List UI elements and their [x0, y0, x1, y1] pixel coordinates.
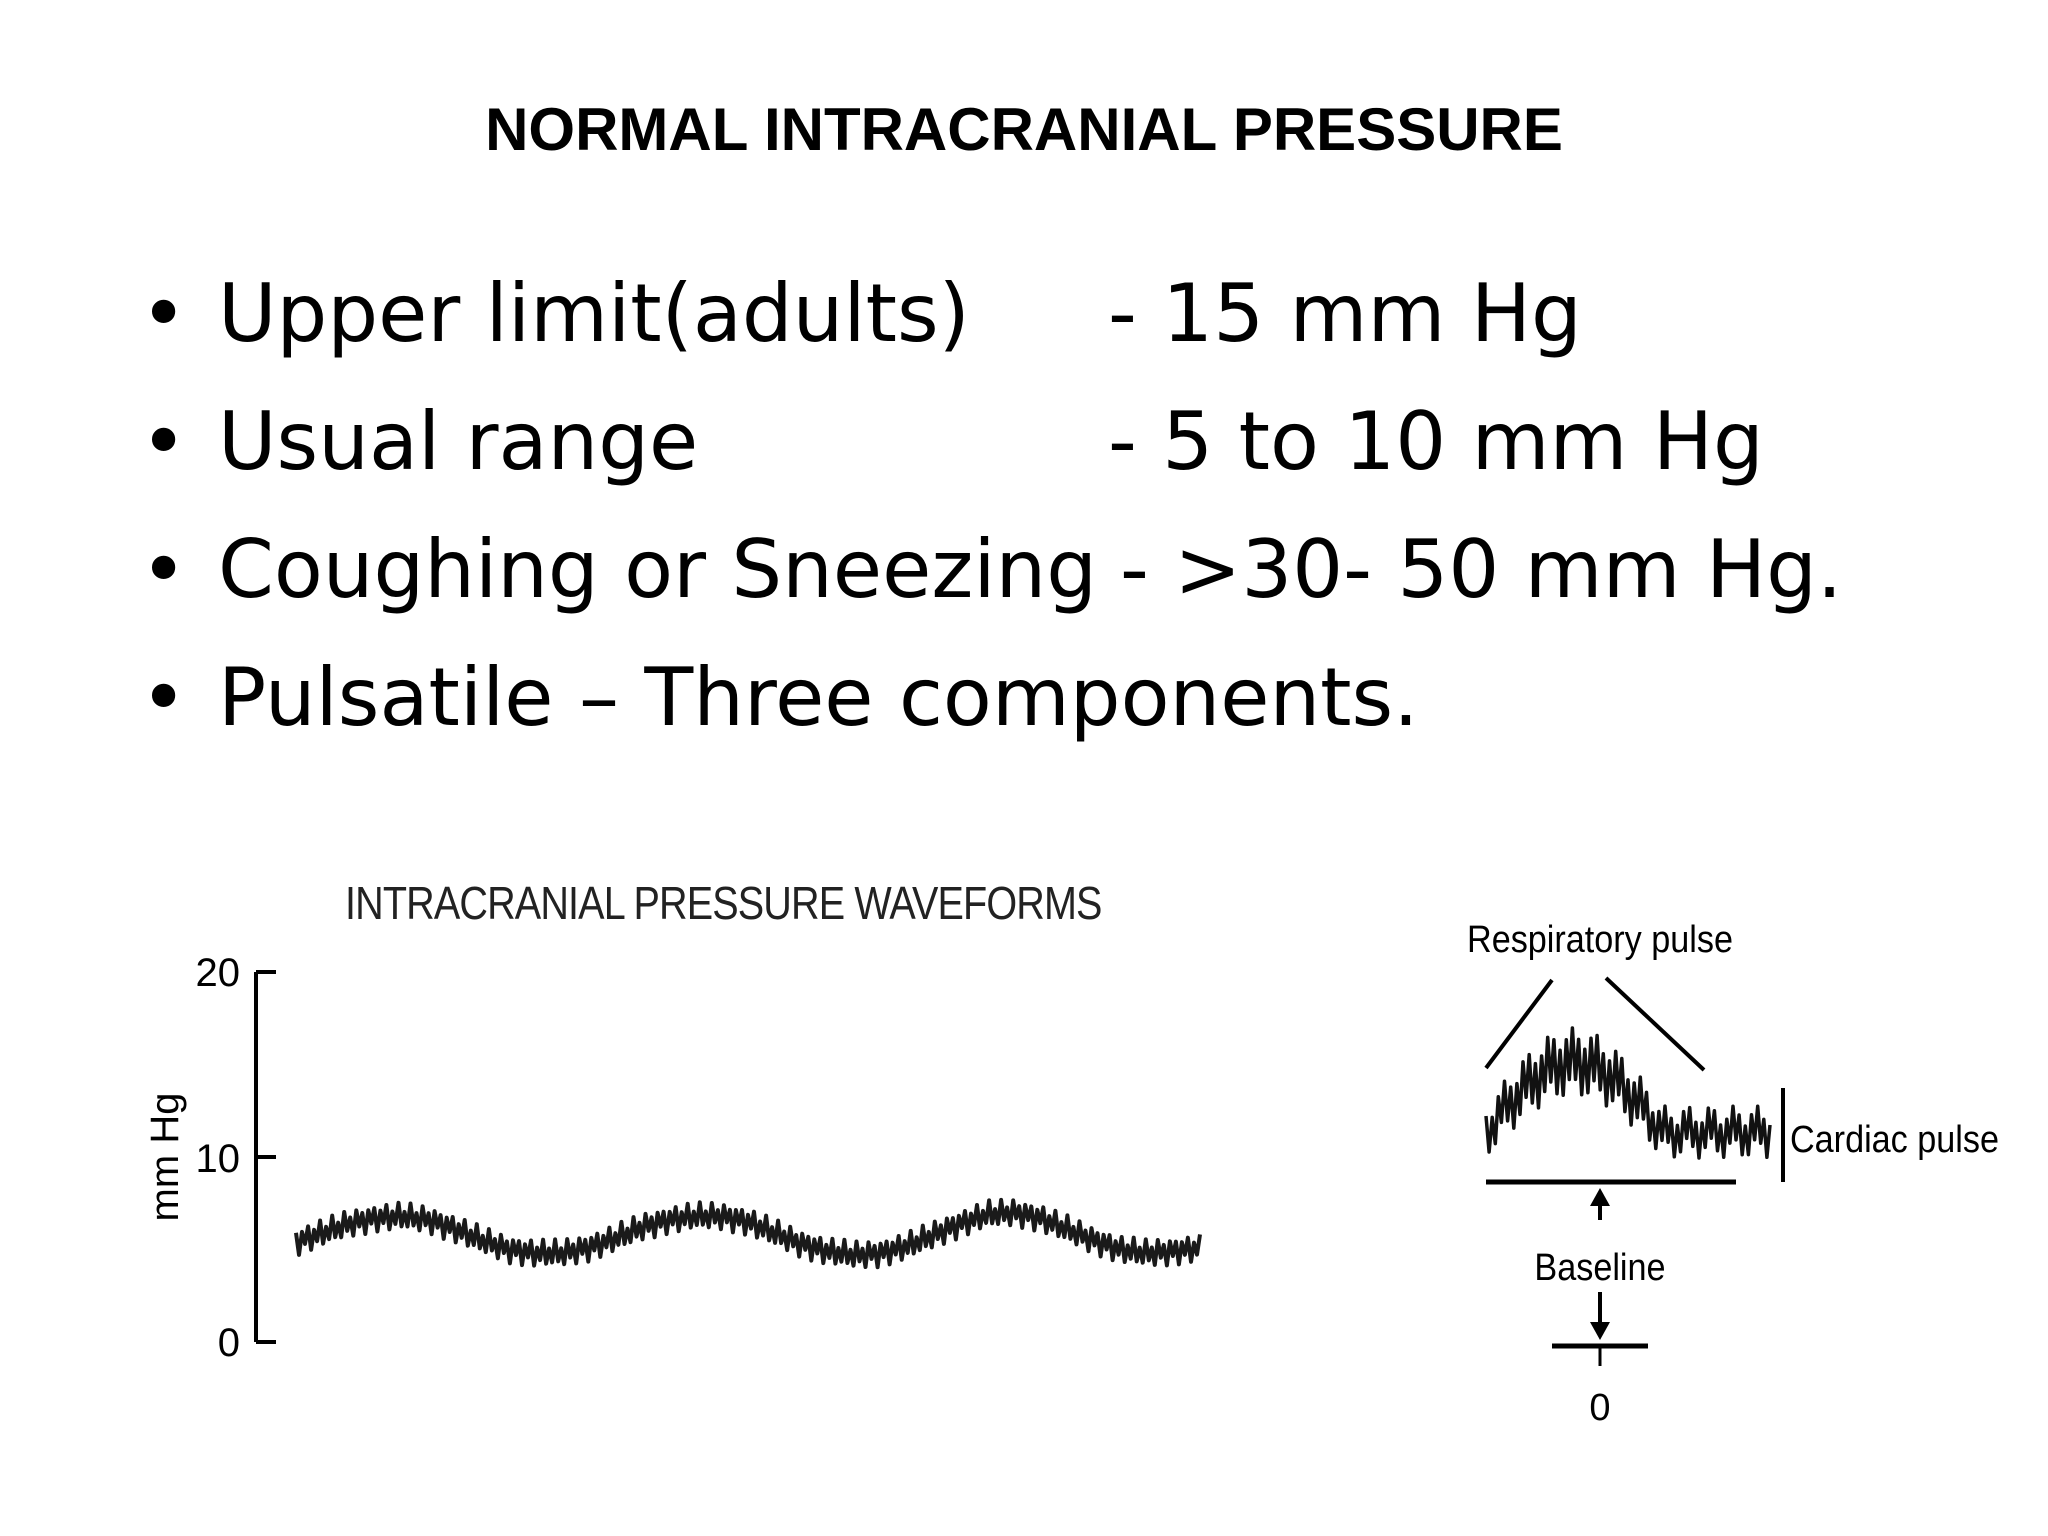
bullet-dot: • [140, 523, 188, 616]
cardiac-respiratory-waveform [1484, 1026, 1772, 1160]
slide-title: NORMAL INTRACRANIAL PRESSURE [485, 96, 1563, 163]
respiratory-pointer-left [1484, 978, 1554, 1070]
zero-label: 0 [1589, 1387, 1610, 1429]
bullet-dot: • [140, 651, 188, 744]
bullet-dot: • [140, 395, 188, 488]
pulse-component-diagram: Respiratory pulse Cardiac pulse Baseline… [1467, 917, 1999, 1429]
bullet-list: • Upper limit(adults) - 15 mm Hg • Usual… [140, 262, 2000, 774]
bullet-pulsatile: • Pulsatile – Three components. [140, 646, 2000, 774]
respiratory-pulse-label: Respiratory pulse [1467, 917, 1733, 960]
baseline-label: Baseline [1534, 1245, 1665, 1288]
bullet-usual-range: • Usual range - 5 to 10 mm Hg [140, 390, 2000, 518]
waveform-chart: 20 10 0 mm Hg [143, 951, 1202, 1365]
bullet-coughing: • Coughing or Sneezing - >30- 50 mm Hg. [140, 518, 2000, 646]
y-tick-label: 10 [196, 1137, 241, 1181]
bullet-label: Pulsatile – Three components. [218, 651, 1419, 744]
cardiac-pulse-label: Cardiac pulse [1790, 1117, 1999, 1160]
bullet-dot: • [140, 267, 188, 360]
y-axis-label: mm Hg [143, 1093, 187, 1222]
bullet-label: Coughing or Sneezing [218, 523, 1098, 616]
icp-waveform-line [294, 1197, 1202, 1270]
baseline-arrow-down-icon [1590, 1322, 1610, 1340]
bullet-value: - 15 mm Hg [1108, 267, 1582, 360]
respiratory-pointer-right [1604, 976, 1706, 1072]
bullet-label: Usual range [218, 395, 699, 488]
baseline-arrow-up-icon [1590, 1188, 1610, 1206]
figure-title: INTRACRANIAL PRESSURE WAVEFORMS [345, 877, 1102, 929]
bullet-upper-limit: • Upper limit(adults) - 15 mm Hg [140, 262, 2000, 390]
bullet-value: - 5 to 10 mm Hg [1108, 395, 1764, 488]
y-tick-label: 0 [218, 1321, 240, 1365]
bullet-value: - >30- 50 mm Hg. [1120, 523, 1843, 616]
y-tick-label: 20 [196, 951, 241, 995]
bullet-label: Upper limit(adults) [218, 267, 970, 360]
